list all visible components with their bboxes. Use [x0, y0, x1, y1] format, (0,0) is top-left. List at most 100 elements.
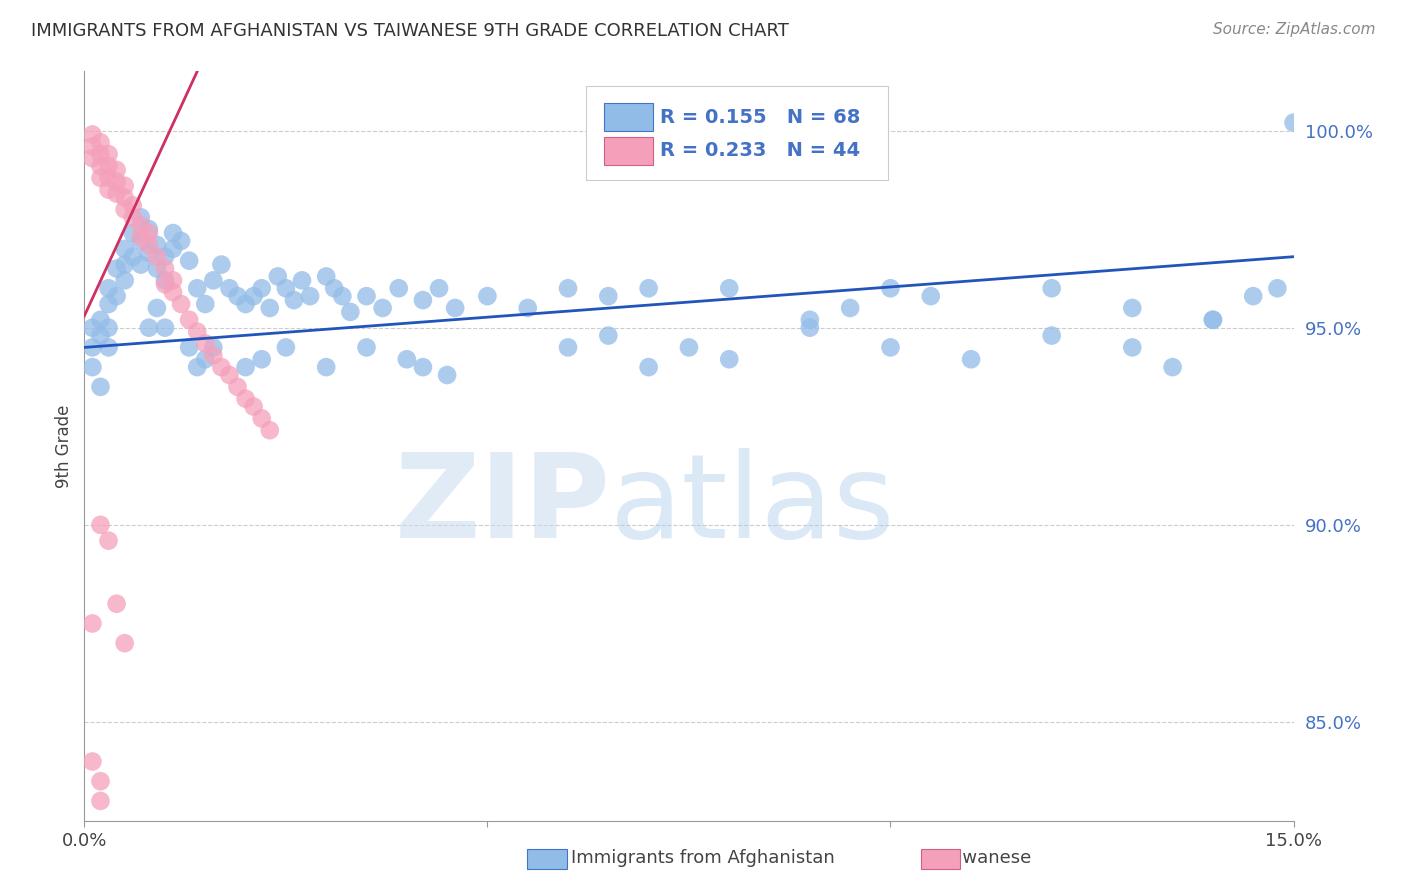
Text: R = 0.155   N = 68: R = 0.155 N = 68: [659, 108, 860, 127]
Point: [879, 340, 901, 354]
Point: [1121, 301, 1143, 315]
Point: [138, 238, 160, 252]
Point: [186, 360, 208, 375]
Point: [799, 320, 821, 334]
Point: [179, 253, 201, 268]
Point: [89, 159, 111, 173]
Point: [89, 794, 111, 808]
Text: Source: ZipAtlas.com: Source: ZipAtlas.com: [1212, 22, 1375, 37]
Point: [105, 175, 128, 189]
Point: [97, 297, 120, 311]
Point: [129, 258, 152, 272]
Point: [97, 183, 120, 197]
Point: [82, 128, 104, 142]
Point: [97, 147, 120, 161]
Point: [89, 517, 111, 532]
Point: [259, 301, 281, 315]
Point: [114, 202, 136, 217]
Point: [153, 320, 176, 334]
Point: [179, 340, 201, 354]
Point: [114, 258, 136, 272]
Point: [194, 336, 217, 351]
Text: ZIP: ZIP: [394, 449, 610, 564]
Point: [283, 293, 305, 307]
Point: [323, 281, 346, 295]
Point: [250, 281, 273, 295]
Point: [1202, 313, 1225, 327]
Point: [129, 230, 152, 244]
Point: [1121, 340, 1143, 354]
Point: [138, 222, 160, 236]
Point: [1267, 281, 1289, 295]
Point: [114, 190, 136, 204]
Point: [879, 281, 901, 295]
Point: [202, 273, 225, 287]
Point: [97, 281, 120, 295]
Point: [194, 352, 217, 367]
Point: [89, 313, 111, 327]
FancyBboxPatch shape: [605, 136, 652, 165]
Point: [1241, 289, 1264, 303]
Point: [146, 250, 169, 264]
Point: [105, 289, 128, 303]
Point: [315, 269, 337, 284]
Point: [339, 305, 361, 319]
Point: [82, 360, 104, 375]
Point: [557, 340, 579, 354]
Point: [516, 301, 538, 315]
Point: [291, 273, 314, 287]
Point: [129, 211, 152, 225]
Point: [114, 273, 136, 287]
Point: [153, 250, 176, 264]
Point: [97, 340, 120, 354]
Point: [427, 281, 450, 295]
Point: [97, 533, 120, 548]
Point: [235, 392, 257, 406]
Point: [97, 320, 120, 334]
Text: atlas: atlas: [610, 449, 896, 564]
Point: [477, 289, 499, 303]
Point: [105, 186, 128, 201]
Point: [194, 297, 217, 311]
Text: Taiwanese: Taiwanese: [938, 849, 1031, 867]
Point: [138, 226, 160, 240]
Point: [218, 368, 240, 382]
Point: [153, 277, 176, 292]
Point: [1161, 360, 1184, 375]
Point: [557, 281, 579, 295]
Point: [412, 360, 434, 375]
Point: [330, 289, 353, 303]
Point: [412, 293, 434, 307]
Point: [637, 360, 659, 375]
Point: [82, 139, 104, 153]
Point: [267, 269, 290, 284]
Point: [202, 348, 225, 362]
Point: [274, 281, 297, 295]
Point: [218, 281, 240, 295]
Point: [105, 597, 128, 611]
Point: [388, 281, 411, 295]
Point: [598, 328, 620, 343]
Point: [259, 423, 281, 437]
Point: [89, 328, 111, 343]
Point: [114, 636, 136, 650]
Point: [82, 151, 104, 165]
Point: [121, 250, 143, 264]
Point: [114, 178, 136, 193]
Point: [89, 136, 111, 150]
Point: [121, 211, 143, 225]
Point: [186, 281, 208, 295]
Point: [89, 380, 111, 394]
Point: [146, 261, 169, 276]
Point: [299, 289, 322, 303]
Point: [1040, 281, 1063, 295]
Point: [82, 320, 104, 334]
Point: [209, 258, 232, 272]
Point: [170, 297, 193, 311]
Y-axis label: 9th Grade: 9th Grade: [55, 404, 73, 488]
Point: [1202, 313, 1225, 327]
Point: [436, 368, 458, 382]
Point: [839, 301, 862, 315]
Point: [153, 273, 176, 287]
Point: [89, 170, 111, 185]
